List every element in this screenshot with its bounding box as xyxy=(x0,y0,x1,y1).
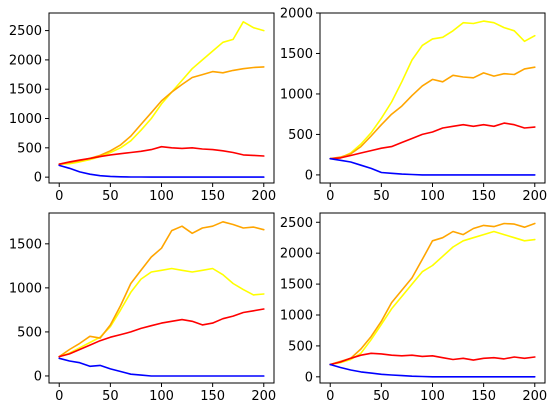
x-tick-label: 0 xyxy=(55,189,63,204)
y-tick-label: 2000 xyxy=(9,53,42,68)
x-tick-label: 0 xyxy=(326,189,334,204)
x-tick-label: 200 xyxy=(522,389,547,404)
y-tick-label: 2500 xyxy=(280,216,313,231)
series-line-3 xyxy=(329,352,536,366)
x-tick-label: 150 xyxy=(471,189,496,204)
series-line-1 xyxy=(58,21,265,165)
y-tick-label: 1000 xyxy=(9,281,42,296)
series-line-4 xyxy=(329,157,536,176)
y-tick-label: 1000 xyxy=(9,112,42,127)
series-lines xyxy=(58,21,265,178)
x-tick-label: 200 xyxy=(251,389,276,404)
series-lines xyxy=(329,222,536,378)
x-tick-label: 200 xyxy=(522,189,547,204)
x-tick-label: 50 xyxy=(102,189,119,204)
x-tick-label: 0 xyxy=(326,389,334,404)
y-tick-label: 1500 xyxy=(9,83,42,98)
y-tick-label: 2000 xyxy=(280,7,313,22)
series-lines xyxy=(329,20,536,176)
y-tick-label: 2500 xyxy=(9,24,42,39)
series-line-3 xyxy=(329,122,536,160)
series-line-1 xyxy=(329,20,536,160)
series-line-2 xyxy=(329,66,536,160)
y-tick-label: 500 xyxy=(17,141,42,156)
axes-frame xyxy=(48,212,275,384)
series-line-1 xyxy=(58,267,265,358)
series-line-4 xyxy=(329,363,536,378)
x-tick-label: 0 xyxy=(55,389,63,404)
x-tick-label: 200 xyxy=(251,189,276,204)
y-tick-label: 1000 xyxy=(280,87,313,102)
series-line-1 xyxy=(329,230,536,366)
series-line-3 xyxy=(58,308,265,358)
y-tick-label: 500 xyxy=(17,325,42,340)
series-line-4 xyxy=(58,164,265,178)
series-lines xyxy=(58,221,265,377)
series-line-2 xyxy=(329,222,536,366)
series-line-2 xyxy=(58,66,265,165)
x-tick-label: 50 xyxy=(373,189,390,204)
x-tick-label: 150 xyxy=(200,389,225,404)
x-tick-label: 100 xyxy=(420,189,445,204)
y-tick-label: 1000 xyxy=(280,309,313,324)
x-tick-label: 50 xyxy=(102,389,119,404)
y-tick-label: 1500 xyxy=(9,237,42,252)
x-tick-label: 100 xyxy=(420,389,445,404)
series-line-3 xyxy=(58,145,265,165)
subplot-bottom-left: 0 50 100 150 200 0 500 1000 1500 xyxy=(9,212,276,404)
x-tick-label: 100 xyxy=(149,389,174,404)
series-line-2 xyxy=(58,221,265,358)
x-tick-label: 50 xyxy=(373,389,390,404)
x-tick-label: 150 xyxy=(200,189,225,204)
y-tick-label: 500 xyxy=(288,128,313,143)
x-tick-label: 100 xyxy=(149,189,174,204)
y-tick-label: 500 xyxy=(288,339,313,354)
series-line-4 xyxy=(58,357,265,377)
y-tick-label: 0 xyxy=(305,168,313,183)
y-tick-label: 2000 xyxy=(280,247,313,262)
y-tick-label: 1500 xyxy=(280,47,313,62)
axes-frame xyxy=(48,12,275,184)
y-tick-label: 0 xyxy=(34,171,42,186)
y-tick-label: 0 xyxy=(34,369,42,384)
y-tick-label: 0 xyxy=(305,370,313,385)
y-tick-label: 1500 xyxy=(280,278,313,293)
x-tick-label: 150 xyxy=(471,389,496,404)
